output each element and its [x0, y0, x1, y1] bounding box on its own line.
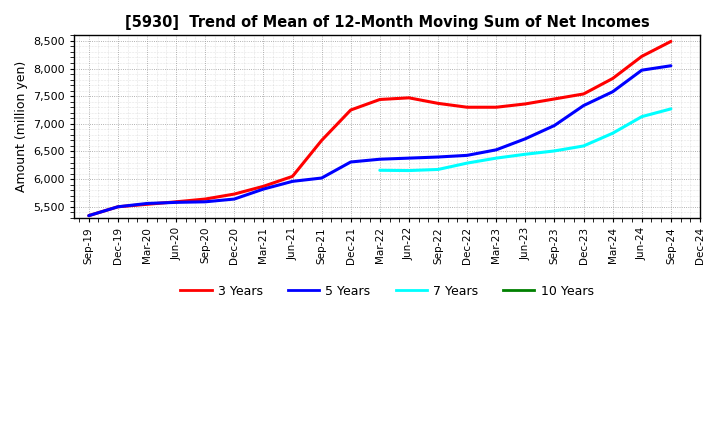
3 Years	[143, 202, 151, 207]
7 Years	[521, 152, 530, 157]
3 Years	[114, 204, 122, 209]
5 Years	[288, 179, 297, 184]
7 Years	[492, 155, 500, 161]
3 Years	[667, 39, 675, 44]
3 Years	[376, 97, 384, 102]
3 Years	[318, 138, 326, 143]
5 Years	[608, 89, 617, 95]
5 Years	[667, 63, 675, 68]
7 Years	[637, 114, 646, 119]
5 Years	[346, 159, 355, 165]
3 Years	[346, 107, 355, 113]
5 Years	[201, 199, 210, 205]
5 Years	[230, 196, 238, 202]
5 Years	[580, 103, 588, 108]
5 Years	[550, 123, 559, 128]
7 Years	[608, 131, 617, 136]
5 Years	[172, 200, 181, 205]
5 Years	[259, 187, 268, 192]
7 Years	[667, 106, 675, 111]
3 Years	[550, 96, 559, 102]
Y-axis label: Amount (million yen): Amount (million yen)	[15, 61, 28, 192]
Legend: 3 Years, 5 Years, 7 Years, 10 Years: 3 Years, 5 Years, 7 Years, 10 Years	[176, 280, 599, 303]
3 Years	[405, 95, 413, 100]
5 Years	[114, 204, 122, 209]
3 Years	[492, 105, 500, 110]
5 Years	[433, 154, 442, 160]
7 Years	[550, 148, 559, 154]
3 Years	[521, 101, 530, 106]
5 Years	[521, 136, 530, 141]
3 Years	[433, 101, 442, 106]
3 Years	[172, 199, 181, 205]
7 Years	[463, 161, 472, 166]
3 Years	[463, 105, 472, 110]
7 Years	[433, 167, 442, 172]
3 Years	[608, 76, 617, 81]
5 Years	[463, 153, 472, 158]
5 Years	[376, 157, 384, 162]
3 Years	[84, 213, 93, 218]
3 Years	[580, 92, 588, 97]
5 Years	[318, 176, 326, 181]
3 Years	[637, 54, 646, 59]
3 Years	[230, 191, 238, 197]
Title: [5930]  Trend of Mean of 12-Month Moving Sum of Net Incomes: [5930] Trend of Mean of 12-Month Moving …	[125, 15, 649, 30]
3 Years	[259, 183, 268, 189]
7 Years	[376, 168, 384, 173]
3 Years	[201, 196, 210, 202]
5 Years	[405, 155, 413, 161]
7 Years	[580, 143, 588, 149]
5 Years	[637, 67, 646, 73]
Line: 5 Years: 5 Years	[89, 66, 671, 216]
3 Years	[288, 174, 297, 179]
Line: 7 Years: 7 Years	[380, 109, 671, 171]
5 Years	[143, 201, 151, 206]
5 Years	[492, 147, 500, 153]
5 Years	[84, 213, 93, 218]
7 Years	[405, 168, 413, 173]
Line: 3 Years: 3 Years	[89, 41, 671, 216]
